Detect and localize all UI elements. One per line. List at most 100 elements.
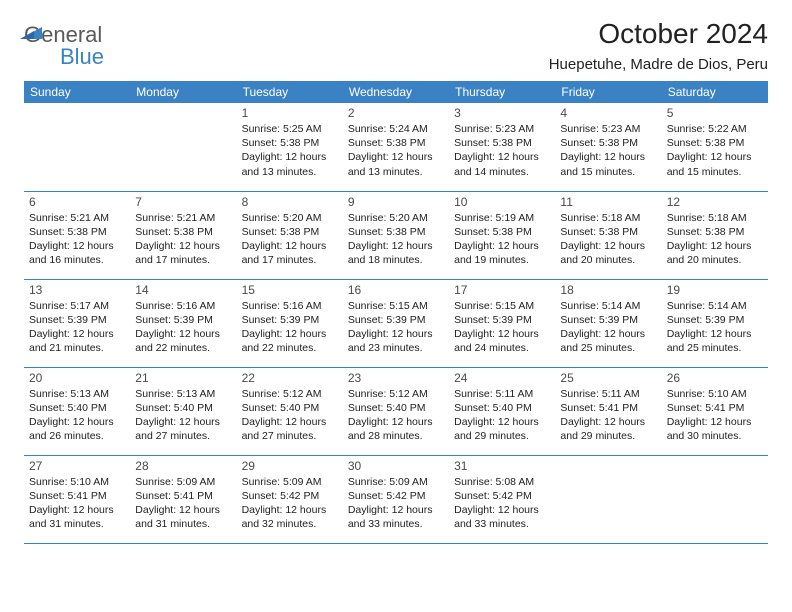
day-number: 4: [560, 106, 656, 120]
day-cell: 27Sunrise: 5:10 AMSunset: 5:41 PMDayligh…: [24, 455, 130, 543]
day-info-line: Sunrise: 5:21 AM: [29, 211, 125, 225]
day-info-line: Daylight: 12 hours: [454, 239, 550, 253]
day-info-line: and 19 minutes.: [454, 253, 550, 267]
week-row: 20Sunrise: 5:13 AMSunset: 5:40 PMDayligh…: [24, 367, 768, 455]
day-number: 13: [29, 283, 125, 297]
day-info-line: Sunset: 5:41 PM: [29, 489, 125, 503]
day-info: Sunrise: 5:14 AMSunset: 5:39 PMDaylight:…: [560, 299, 656, 356]
day-info-line: Daylight: 12 hours: [348, 239, 444, 253]
day-number: 29: [242, 459, 338, 473]
day-info: Sunrise: 5:10 AMSunset: 5:41 PMDaylight:…: [667, 387, 763, 444]
day-number: 2: [348, 106, 444, 120]
day-cell: 8Sunrise: 5:20 AMSunset: 5:38 PMDaylight…: [237, 191, 343, 279]
day-info: Sunrise: 5:13 AMSunset: 5:40 PMDaylight:…: [29, 387, 125, 444]
day-info-line: and 28 minutes.: [348, 429, 444, 443]
day-cell: 2Sunrise: 5:24 AMSunset: 5:38 PMDaylight…: [343, 103, 449, 191]
day-info: Sunrise: 5:21 AMSunset: 5:38 PMDaylight:…: [135, 211, 231, 268]
day-cell: [130, 103, 236, 191]
day-info: Sunrise: 5:12 AMSunset: 5:40 PMDaylight:…: [242, 387, 338, 444]
day-info-line: Sunrise: 5:12 AM: [242, 387, 338, 401]
day-info-line: Sunrise: 5:22 AM: [667, 122, 763, 136]
day-number: 27: [29, 459, 125, 473]
day-cell: 19Sunrise: 5:14 AMSunset: 5:39 PMDayligh…: [662, 279, 768, 367]
day-info-line: Daylight: 12 hours: [667, 415, 763, 429]
day-info-line: and 13 minutes.: [242, 165, 338, 179]
day-cell: 13 Sunrise: 5:17 AMSunset: 5:39 PMDayligh…: [24, 279, 130, 367]
day-info-line: Sunset: 5:39 PM: [454, 313, 550, 327]
day-info: Sunrise: 5:09 AMSunset: 5:42 PMDaylight:…: [242, 475, 338, 532]
day-info: Sunrise: 5:13 AMSunset: 5:40 PMDaylight:…: [135, 387, 231, 444]
week-row: 13 Sunrise: 5:17 AMSunset: 5:39 PMDayligh…: [24, 279, 768, 367]
day-number: 24: [454, 371, 550, 385]
day-info-line: Sunrise: 5:14 AM: [667, 299, 763, 313]
day-info-line: Daylight: 12 hours: [560, 415, 656, 429]
day-cell: 28Sunrise: 5:09 AMSunset: 5:41 PMDayligh…: [130, 455, 236, 543]
day-info-line: Sunrise: 5:08 AM: [454, 475, 550, 489]
day-info-line: and 17 minutes.: [242, 253, 338, 267]
day-info-line: Sunset: 5:38 PM: [667, 225, 763, 239]
day-number: 3: [454, 106, 550, 120]
col-thursday: Thursday: [449, 81, 555, 103]
day-info-line: Daylight: 12 hours: [242, 327, 338, 341]
day-cell: 10Sunrise: 5:19 AMSunset: 5:38 PMDayligh…: [449, 191, 555, 279]
day-info-line: Sunset: 5:40 PM: [348, 401, 444, 415]
day-info-line: Daylight: 12 hours: [242, 150, 338, 164]
day-cell: 26 Sunrise: 5:10 AMSunset: 5:41 PMDayligh…: [662, 367, 768, 455]
day-info-line: Sunset: 5:39 PM: [135, 313, 231, 327]
col-saturday: Saturday: [662, 81, 768, 103]
day-number: 12: [667, 195, 763, 209]
day-info: Sunrise: 5:14 AMSunset: 5:39 PMDaylight:…: [667, 299, 763, 356]
day-number: 14: [135, 283, 231, 297]
day-info: Sunrise: 5:19 AMSunset: 5:38 PMDaylight:…: [454, 211, 550, 268]
day-info-line: Sunrise: 5:20 AM: [242, 211, 338, 225]
day-info-line: and 26 minutes.: [29, 429, 125, 443]
day-info-line: and 29 minutes.: [454, 429, 550, 443]
day-info: Sunrise: 5:16 AMSunset: 5:39 PMDaylight:…: [242, 299, 338, 356]
day-info-line: Sunset: 5:38 PM: [29, 225, 125, 239]
day-cell: 20 Sunrise: 5:13 AMSunset: 5:40 PMDayligh…: [24, 367, 130, 455]
day-number: 25: [560, 371, 656, 385]
day-info-line: Sunrise: 5:10 AM: [29, 475, 125, 489]
day-number: 26: [667, 371, 763, 385]
day-info-line: Daylight: 12 hours: [242, 415, 338, 429]
day-info-line: Daylight: 12 hours: [560, 239, 656, 253]
day-info-line: Sunrise: 5:11 AM: [454, 387, 550, 401]
day-info-line: Sunset: 5:41 PM: [135, 489, 231, 503]
day-info: Sunrise: 5:17 AMSunset: 5:39 PMDaylight:…: [29, 299, 125, 356]
day-info-line: Sunrise: 5:16 AM: [135, 299, 231, 313]
day-info-line: and 23 minutes.: [348, 341, 444, 355]
day-cell: 3Sunrise: 5:23 AMSunset: 5:38 PMDaylight…: [449, 103, 555, 191]
day-info-line: and 20 minutes.: [560, 253, 656, 267]
day-info: Sunrise: 5:15 AMSunset: 5:39 PMDaylight:…: [348, 299, 444, 356]
calendar-page: General Blue October 2024 Huepetuhe, Mad…: [0, 0, 792, 562]
day-info-line: Sunset: 5:39 PM: [29, 313, 125, 327]
day-cell: 23Sunrise: 5:12 AMSunset: 5:40 PMDayligh…: [343, 367, 449, 455]
week-row: 6Sunrise: 5:21 AMSunset: 5:38 PMDaylight…: [24, 191, 768, 279]
day-info-line: Daylight: 12 hours: [135, 239, 231, 253]
day-info-line: Sunset: 5:39 PM: [348, 313, 444, 327]
day-number: 20: [29, 371, 125, 385]
col-tuesday: Tuesday: [237, 81, 343, 103]
day-info: Sunrise: 5:18 AMSunset: 5:38 PMDaylight:…: [560, 211, 656, 268]
day-number: 15: [242, 283, 338, 297]
day-info-line: Sunset: 5:38 PM: [135, 225, 231, 239]
day-number: 8: [242, 195, 338, 209]
day-info-line: Daylight: 12 hours: [242, 239, 338, 253]
day-info-line: Sunrise: 5:24 AM: [348, 122, 444, 136]
day-info-line: Sunset: 5:40 PM: [242, 401, 338, 415]
day-info-line: Daylight: 12 hours: [667, 327, 763, 341]
day-cell: 18Sunrise: 5:14 AMSunset: 5:39 PMDayligh…: [555, 279, 661, 367]
day-number: 9: [348, 195, 444, 209]
day-cell: 15 Sunrise: 5:16 AMSunset: 5:39 PMDayligh…: [237, 279, 343, 367]
day-cell: 9Sunrise: 5:20 AMSunset: 5:38 PMDaylight…: [343, 191, 449, 279]
calendar-body: 1Sunrise: 5:25 AMSunset: 5:38 PMDaylight…: [24, 103, 768, 543]
day-cell: 5Sunrise: 5:22 AMSunset: 5:38 PMDaylight…: [662, 103, 768, 191]
day-info-line: Sunrise: 5:13 AM: [135, 387, 231, 401]
day-info: Sunrise: 5:08 AMSunset: 5:42 PMDaylight:…: [454, 475, 550, 532]
day-info-line: Sunset: 5:38 PM: [560, 225, 656, 239]
day-info-line: and 33 minutes.: [454, 517, 550, 531]
day-info-line: Daylight: 12 hours: [348, 503, 444, 517]
col-monday: Monday: [130, 81, 236, 103]
day-info-line: and 24 minutes.: [454, 341, 550, 355]
day-info-line: and 29 minutes.: [560, 429, 656, 443]
